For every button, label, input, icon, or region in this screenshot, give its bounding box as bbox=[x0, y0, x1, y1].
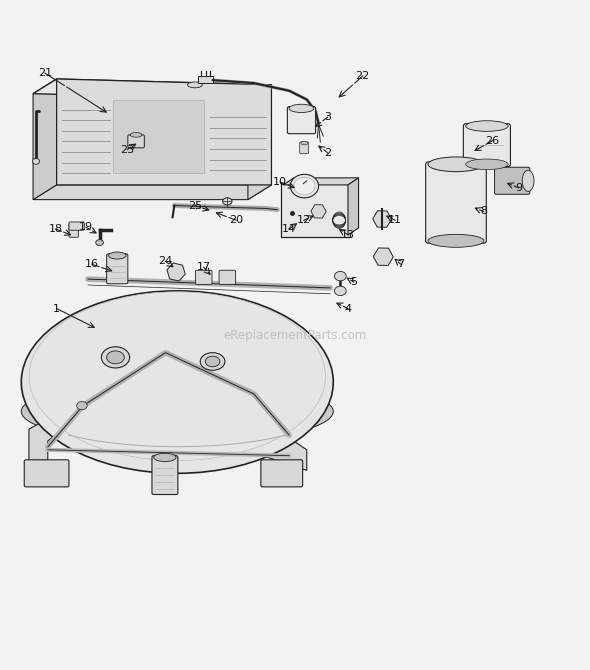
FancyBboxPatch shape bbox=[463, 124, 510, 167]
Text: 11: 11 bbox=[388, 215, 402, 225]
FancyBboxPatch shape bbox=[287, 107, 316, 134]
Ellipse shape bbox=[77, 401, 87, 410]
FancyBboxPatch shape bbox=[219, 270, 235, 284]
Ellipse shape bbox=[96, 240, 103, 245]
Text: 7: 7 bbox=[398, 259, 405, 269]
Ellipse shape bbox=[101, 347, 130, 368]
Ellipse shape bbox=[222, 198, 232, 205]
FancyBboxPatch shape bbox=[494, 168, 530, 194]
Text: 5: 5 bbox=[350, 277, 358, 287]
Text: 8: 8 bbox=[480, 206, 487, 216]
FancyBboxPatch shape bbox=[69, 223, 78, 237]
FancyBboxPatch shape bbox=[300, 142, 309, 153]
Polygon shape bbox=[348, 178, 359, 235]
Text: 14: 14 bbox=[282, 224, 296, 234]
Ellipse shape bbox=[21, 380, 333, 444]
Polygon shape bbox=[198, 76, 212, 83]
Text: 9: 9 bbox=[515, 183, 522, 193]
Ellipse shape bbox=[301, 141, 308, 145]
Text: 19: 19 bbox=[79, 222, 93, 232]
Ellipse shape bbox=[428, 234, 484, 247]
FancyBboxPatch shape bbox=[152, 456, 178, 494]
FancyBboxPatch shape bbox=[69, 222, 84, 230]
FancyBboxPatch shape bbox=[24, 460, 69, 487]
Polygon shape bbox=[29, 405, 71, 470]
Polygon shape bbox=[248, 85, 271, 200]
Ellipse shape bbox=[428, 157, 484, 172]
Text: 25: 25 bbox=[188, 200, 202, 210]
Text: 21: 21 bbox=[38, 68, 52, 78]
FancyBboxPatch shape bbox=[107, 254, 128, 284]
Polygon shape bbox=[33, 79, 57, 200]
Polygon shape bbox=[33, 79, 271, 100]
Ellipse shape bbox=[205, 356, 220, 366]
FancyBboxPatch shape bbox=[195, 270, 212, 284]
Polygon shape bbox=[33, 185, 271, 200]
Text: 10: 10 bbox=[273, 177, 287, 187]
Ellipse shape bbox=[466, 121, 508, 131]
Ellipse shape bbox=[289, 105, 314, 113]
Text: 1: 1 bbox=[53, 304, 60, 314]
FancyBboxPatch shape bbox=[128, 135, 145, 148]
Ellipse shape bbox=[109, 252, 126, 259]
Ellipse shape bbox=[290, 174, 319, 198]
FancyBboxPatch shape bbox=[281, 182, 350, 237]
Text: 16: 16 bbox=[85, 259, 99, 269]
Text: 17: 17 bbox=[196, 263, 211, 272]
Ellipse shape bbox=[335, 271, 346, 281]
Text: 22: 22 bbox=[356, 71, 370, 81]
Text: 23: 23 bbox=[120, 145, 135, 155]
Polygon shape bbox=[283, 178, 359, 185]
Polygon shape bbox=[57, 79, 271, 185]
Text: 24: 24 bbox=[158, 257, 173, 267]
Text: 12: 12 bbox=[297, 215, 311, 225]
Ellipse shape bbox=[335, 286, 346, 295]
Ellipse shape bbox=[32, 158, 40, 164]
Ellipse shape bbox=[21, 291, 333, 473]
Text: 20: 20 bbox=[229, 215, 243, 225]
Text: 26: 26 bbox=[485, 136, 499, 146]
Ellipse shape bbox=[294, 178, 315, 195]
Ellipse shape bbox=[130, 133, 142, 137]
Ellipse shape bbox=[522, 170, 534, 192]
Text: 2: 2 bbox=[324, 147, 331, 157]
Polygon shape bbox=[263, 420, 307, 470]
Text: 4: 4 bbox=[345, 304, 352, 314]
Ellipse shape bbox=[200, 352, 225, 371]
Ellipse shape bbox=[466, 159, 508, 170]
Text: eReplacementParts.com: eReplacementParts.com bbox=[224, 328, 366, 342]
Text: 3: 3 bbox=[324, 112, 331, 122]
FancyBboxPatch shape bbox=[261, 460, 303, 487]
FancyBboxPatch shape bbox=[113, 100, 204, 173]
Text: 13: 13 bbox=[341, 230, 355, 240]
Ellipse shape bbox=[107, 351, 124, 364]
Ellipse shape bbox=[154, 454, 176, 462]
Ellipse shape bbox=[188, 82, 202, 88]
Text: 18: 18 bbox=[48, 224, 63, 234]
FancyBboxPatch shape bbox=[425, 162, 486, 243]
